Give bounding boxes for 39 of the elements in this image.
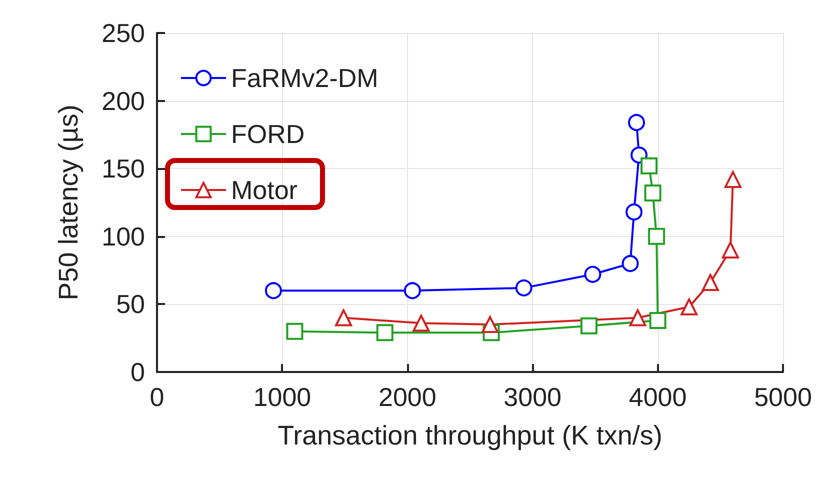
- point: [482, 316, 499, 334]
- y-tick-label: 0: [130, 357, 145, 387]
- legend-label: FORD: [231, 119, 305, 149]
- point: [649, 312, 666, 329]
- y-tick-label: 50: [116, 289, 145, 320]
- x-tick-label: 1000: [253, 382, 312, 412]
- point: [622, 255, 639, 272]
- legend-label: Motor: [231, 175, 298, 205]
- y-tick-label: 150: [102, 154, 145, 184]
- point: [376, 324, 394, 342]
- x-axis-title: Transaction throughput (K txn/s): [278, 420, 662, 450]
- point: [644, 184, 662, 202]
- point: [629, 309, 646, 326]
- x-tick-label: 0: [150, 382, 164, 412]
- point: [335, 309, 352, 326]
- point: [412, 314, 430, 332]
- y-tick-label: 200: [102, 86, 145, 116]
- y-tick-label: 100: [102, 221, 145, 252]
- point: [286, 322, 304, 340]
- point: [628, 114, 646, 131]
- point: [515, 279, 532, 296]
- point: [404, 282, 421, 300]
- point: [724, 170, 742, 188]
- point: [702, 274, 719, 292]
- point: [722, 241, 739, 258]
- x-tick-label: 5000: [754, 382, 812, 412]
- x-tick-label: 2000: [378, 382, 436, 412]
- legend-label: FaRMv2-DM: [231, 63, 378, 93]
- y-tick-label: 250: [102, 18, 145, 48]
- point: [680, 298, 698, 316]
- point: [626, 203, 643, 220]
- point: [580, 317, 598, 334]
- y-axis-title: P50 latency (µs): [54, 104, 84, 300]
- point: [264, 282, 282, 300]
- x-tick-label: 4000: [628, 382, 687, 412]
- point: [584, 266, 602, 283]
- x-tick-label: 3000: [504, 382, 562, 412]
- point: [648, 228, 666, 245]
- point: [640, 157, 658, 174]
